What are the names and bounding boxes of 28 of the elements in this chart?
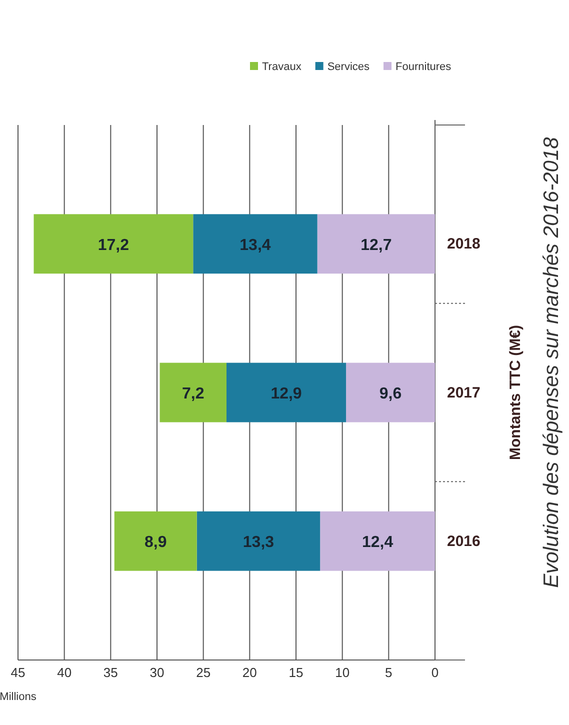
y-tick-label: 2016: [447, 532, 480, 550]
data-label: 12,7: [360, 236, 392, 254]
x-tick-label: 45: [10, 665, 26, 680]
legend-label: Travaux: [262, 61, 302, 73]
x-tick-label: 35: [103, 665, 118, 680]
text: Evolution des dépenses sur marchés 2016-2018: [540, 136, 563, 588]
data-label: 12,4: [362, 534, 394, 552]
x-tick-label: 30: [150, 665, 164, 680]
x-tick-label: 20: [242, 665, 257, 680]
data-label: 13,3: [242, 534, 274, 552]
legend-label: Services: [327, 61, 370, 73]
data-label: 9,6: [379, 386, 402, 402]
x-tick-label: 40: [57, 665, 72, 680]
x-tick-label: 10: [335, 665, 350, 680]
legend-label: Fournitures: [396, 61, 452, 73]
data-label: 8,9: [144, 534, 167, 552]
x-tick-label: 5: [385, 665, 392, 680]
x-axis-title: Millions: [0, 691, 37, 703]
data-label: 12,9: [270, 386, 302, 402]
x-tick-label: 0: [431, 665, 439, 680]
x-tick-label: 25: [196, 665, 211, 680]
data-label: 17,2: [98, 236, 130, 254]
data-label: 13,4: [240, 236, 271, 254]
y-tick-label: 2018: [447, 236, 480, 253]
y-axis-title: Montants TTC (M€): [507, 325, 524, 460]
data-label: 7,2: [182, 386, 204, 402]
x-tick-label: 15: [288, 665, 304, 680]
y-tick-label: 2017: [447, 384, 480, 402]
